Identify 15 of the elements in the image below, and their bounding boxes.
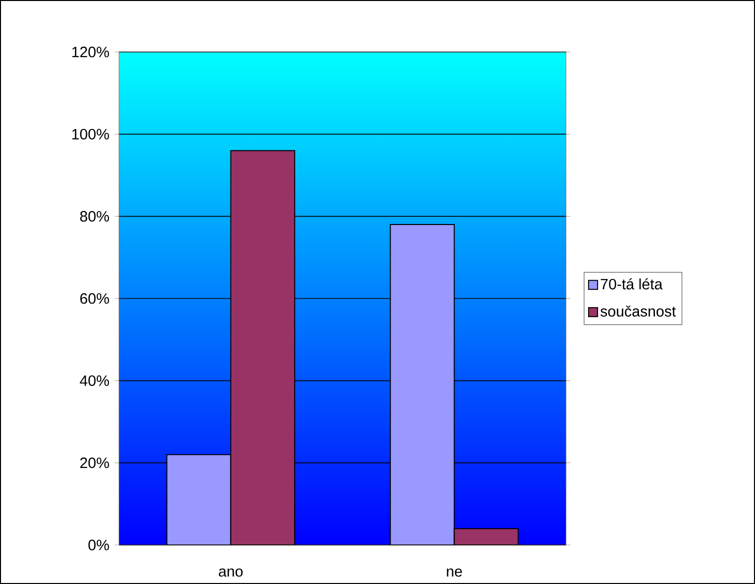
legend-label: současnost <box>600 306 676 317</box>
bar <box>166 454 232 545</box>
y-tick-label: 20% <box>80 458 109 468</box>
y-tick-label: 100% <box>72 128 109 140</box>
bar <box>454 528 519 545</box>
bar <box>230 150 296 545</box>
bar <box>390 224 455 545</box>
y-tick-label: 120% <box>72 46 109 58</box>
y-tick-label: 60% <box>80 293 109 304</box>
y-tick-label: 40% <box>80 375 109 386</box>
y-tick-label: 80% <box>80 211 109 222</box>
x-tick-label: ne <box>446 568 462 577</box>
x-tick-label: ano <box>218 568 243 577</box>
y-tick-label: 0% <box>88 540 109 550</box>
text: 70-tá léta <box>600 278 663 290</box>
